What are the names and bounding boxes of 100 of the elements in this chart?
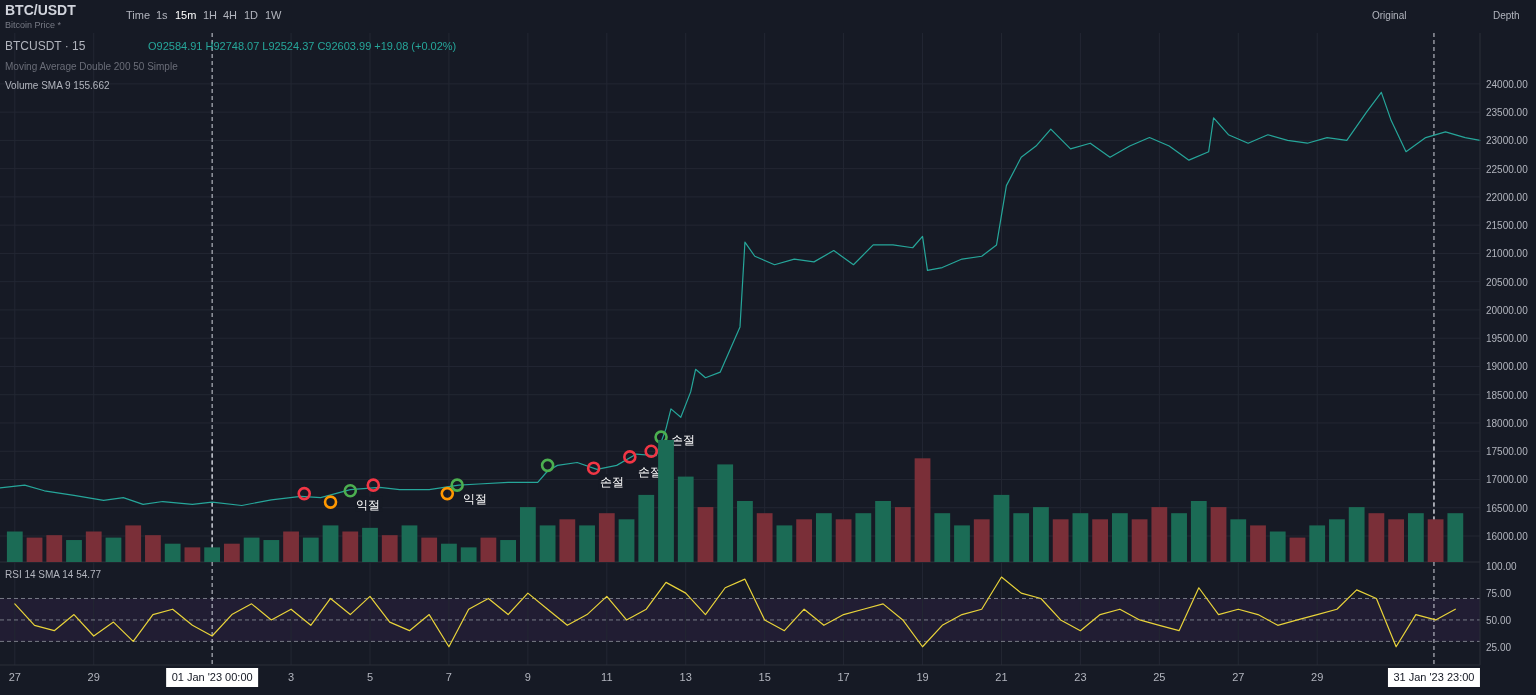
chart-title: BTC/USDT xyxy=(5,2,77,18)
bar xyxy=(480,537,497,562)
y-tick-label: 20000.00 xyxy=(1486,304,1529,316)
x-tick-label: 15 xyxy=(758,671,771,683)
y-tick-label: 19500.00 xyxy=(1486,333,1529,345)
point xyxy=(323,495,338,509)
bar xyxy=(381,535,398,562)
bar xyxy=(1388,519,1405,562)
y-tick-label: 21000.00 xyxy=(1486,248,1529,260)
bar xyxy=(1250,525,1266,562)
y-tick-label: 25.00 xyxy=(1486,641,1512,653)
bar xyxy=(1427,519,1444,562)
bar xyxy=(145,535,161,562)
point xyxy=(586,461,601,475)
y-tick-label: 100.00 xyxy=(1486,561,1518,573)
y-tick-label: 18000.00 xyxy=(1486,417,1529,429)
bar xyxy=(184,547,201,562)
bar xyxy=(223,543,240,562)
x-tick-label: 5 xyxy=(366,671,374,683)
bar xyxy=(1033,507,1049,562)
bar xyxy=(204,547,221,562)
x-tick-label: 25 xyxy=(1153,671,1166,683)
bar xyxy=(1289,537,1306,562)
bar xyxy=(1052,519,1069,562)
text: 1W xyxy=(265,9,283,21)
text: Depth xyxy=(1493,10,1520,21)
bar xyxy=(1171,513,1187,562)
x-tick-label: 17 xyxy=(837,671,850,683)
bar xyxy=(85,531,102,562)
chart-title: Volume SMA 9 155.662 xyxy=(5,80,110,91)
bar xyxy=(579,525,595,562)
bar xyxy=(243,537,260,562)
bar xyxy=(302,537,319,562)
bar xyxy=(875,501,891,562)
bar xyxy=(1329,519,1345,562)
y-tick-label: 19000.00 xyxy=(1486,361,1529,373)
bar xyxy=(66,540,82,562)
bar xyxy=(717,464,734,562)
bar xyxy=(164,543,181,562)
point xyxy=(644,444,658,459)
bar xyxy=(26,537,43,562)
text: 1D xyxy=(244,9,259,21)
annotation: Moving Average Double 200 50 Simple xyxy=(5,61,179,72)
bar xyxy=(6,531,23,562)
bar xyxy=(737,501,753,562)
bar xyxy=(46,535,63,562)
bar xyxy=(815,513,832,562)
ref-line-label: 01 Jan '23 00:00 xyxy=(171,671,253,683)
y-tick-label: 21500.00 xyxy=(1486,220,1529,232)
bar xyxy=(796,519,813,562)
bar xyxy=(105,537,122,562)
x-tick-label: 29 xyxy=(87,671,100,683)
x-tick-label: 13 xyxy=(679,671,692,683)
bar xyxy=(1368,513,1385,562)
annotation: 익절 xyxy=(356,497,381,512)
point xyxy=(450,478,464,492)
x-tick-label: 21 xyxy=(995,671,1008,683)
point xyxy=(297,486,312,501)
line-series xyxy=(14,576,1456,648)
bar xyxy=(1230,519,1247,562)
bar xyxy=(283,531,299,562)
bar xyxy=(539,525,556,562)
bar xyxy=(342,531,359,562)
bar xyxy=(914,458,931,562)
point xyxy=(540,458,555,473)
bar xyxy=(441,543,457,562)
bar xyxy=(1190,501,1207,562)
y-tick-label: 17500.00 xyxy=(1486,446,1529,458)
ref-line-label: 31 Jan '23 23:00 xyxy=(1393,671,1475,683)
point xyxy=(440,486,455,501)
x-tick-label: 19 xyxy=(916,671,929,683)
point xyxy=(366,478,381,492)
text: 15m xyxy=(175,9,197,21)
bar xyxy=(125,525,142,562)
y-tick-label: 24000.00 xyxy=(1486,78,1529,90)
x-tick-label: 3 xyxy=(288,671,295,683)
bar xyxy=(1111,513,1128,562)
text: Time xyxy=(126,9,151,21)
bar xyxy=(1269,531,1286,562)
x-tick-label: 7 xyxy=(445,671,452,683)
x-tick-label: 11 xyxy=(601,671,613,683)
bar xyxy=(1013,513,1030,562)
bar xyxy=(421,537,438,562)
bar xyxy=(973,519,990,562)
bar xyxy=(322,525,339,562)
bar xyxy=(618,519,635,562)
y-tick-label: 22000.00 xyxy=(1486,191,1529,203)
annotation: O92584.91 H92748.07 L92524.37 C92603.99 +19.08 (+0.02%) xyxy=(148,40,457,52)
bar xyxy=(263,540,280,562)
y-tick-label: 16500.00 xyxy=(1486,502,1529,514)
bar xyxy=(519,507,536,562)
text: 1s xyxy=(156,9,169,21)
bar xyxy=(1072,513,1089,562)
y-tick-label: 23500.00 xyxy=(1486,107,1529,119)
bar xyxy=(362,527,378,562)
bar xyxy=(638,494,655,562)
bar xyxy=(401,525,418,562)
bar xyxy=(598,513,615,562)
point xyxy=(343,483,358,498)
y-tick-label: 16000.00 xyxy=(1486,531,1529,542)
